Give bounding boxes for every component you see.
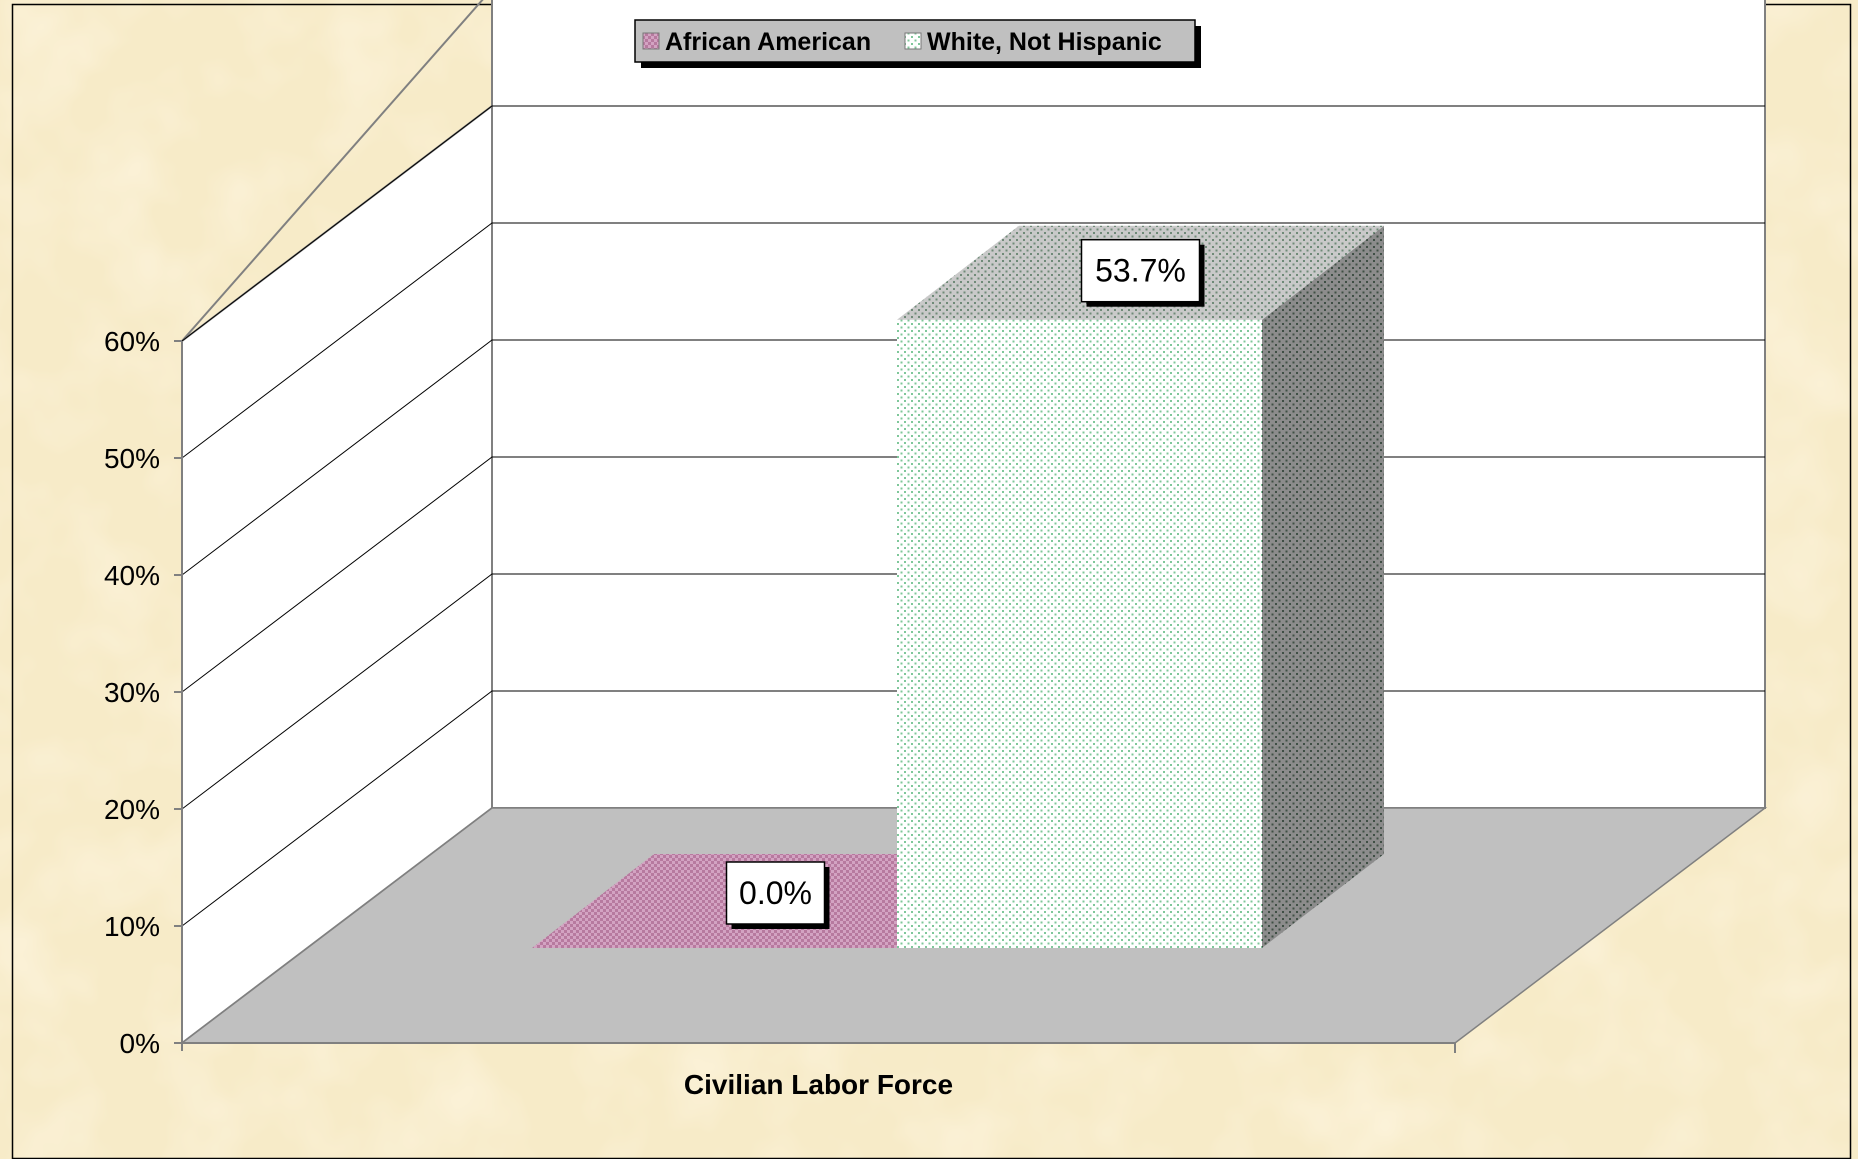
x-category-label: Civilian Labor Force (684, 1069, 953, 1100)
y-tick-label: 30% (104, 677, 160, 708)
y-tick-label: 0% (120, 1028, 160, 1059)
legend-swatch (642, 32, 660, 50)
gridline (181, 222, 1765, 459)
data-label: 53.7% (1095, 253, 1186, 289)
y-tick-label: 10% (104, 911, 160, 942)
legend-swatch (904, 32, 922, 50)
data-label-box (725, 861, 826, 925)
side-wall-top-edge (181, 0, 484, 342)
bar-front-face (897, 319, 1262, 949)
bar-side-face (1262, 225, 1384, 948)
data-label: 0.0% (739, 875, 812, 911)
y-tick-label: 20% (104, 794, 160, 825)
legend-label: White, Not Hispanic (927, 28, 1162, 56)
y-tick-label: 50% (104, 443, 160, 474)
y-tick-label: 40% (104, 560, 160, 591)
legend-label: African American (665, 28, 871, 56)
gridline (181, 105, 1765, 342)
bar-white-not-hispanic (897, 225, 1384, 949)
data-label-box (1080, 238, 1201, 303)
y-tick-label: 60% (104, 326, 160, 357)
